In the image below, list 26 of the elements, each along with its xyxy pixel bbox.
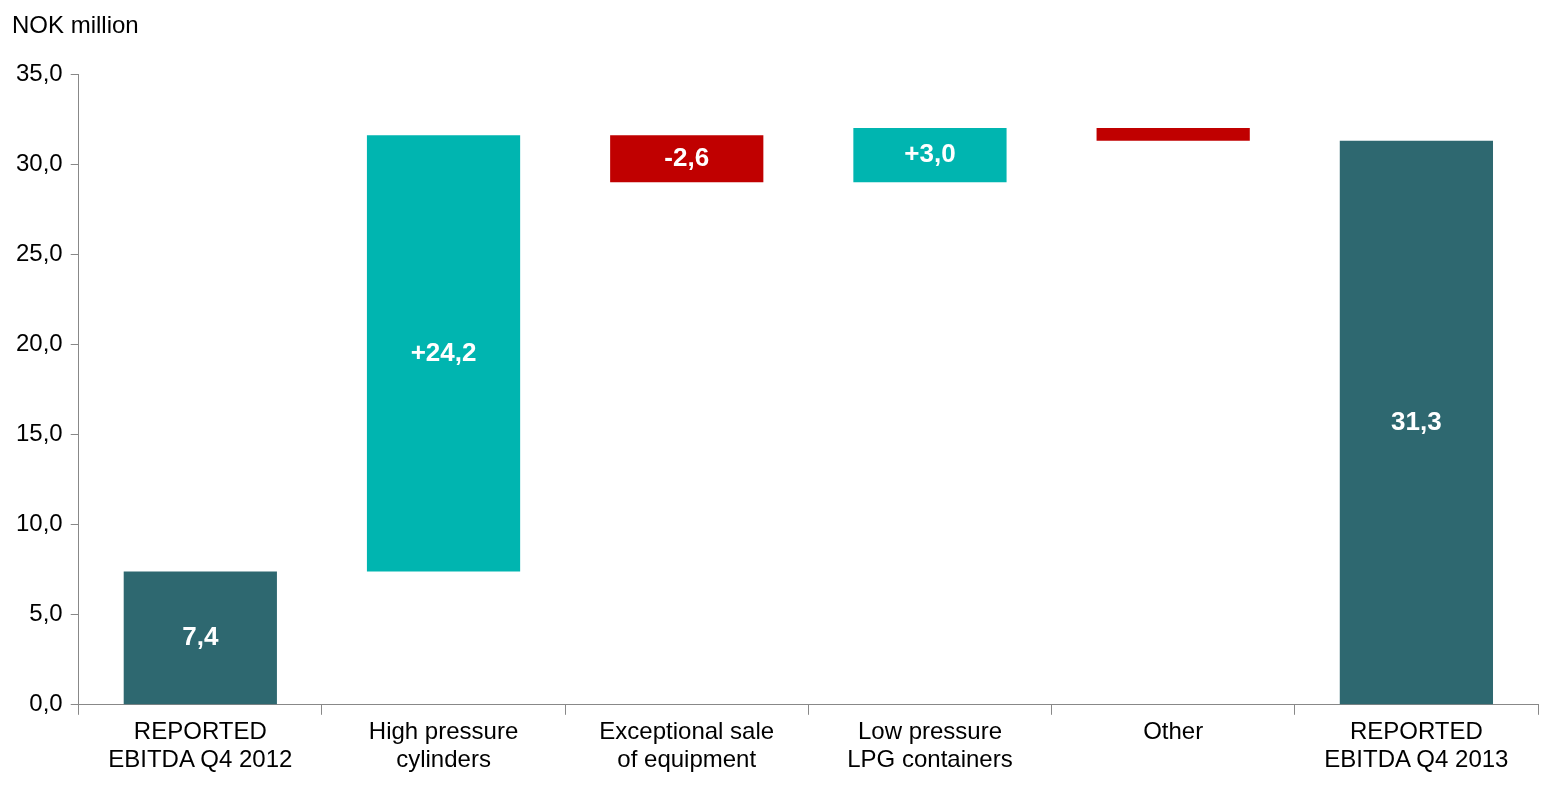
y-tick-label: 30,0 [15, 148, 63, 176]
bar [853, 128, 1007, 183]
data-label: +24,2 [410, 336, 477, 367]
y-tick-label: 35,0 [15, 58, 63, 86]
y-tick-label: 25,0 [15, 238, 63, 266]
y-tick-label: 0,0 [29, 689, 63, 717]
y-tick-label: 15,0 [15, 419, 63, 447]
data-label: -2,6 [664, 141, 710, 172]
x-tick-label: REPORTED EBITDA Q4 2012 [108, 717, 293, 772]
x-tick-label: Exceptional sale of equipment [599, 717, 775, 772]
y-tick-label: 5,0 [29, 599, 63, 627]
bar [366, 135, 521, 572]
x-tick-label: Low pressure LPG containers [847, 717, 1013, 772]
bar [1339, 140, 1494, 705]
data-label: 7,4 [182, 621, 219, 652]
bar [1096, 128, 1250, 141]
x-tick-label: Other [1143, 717, 1204, 745]
x-tick-label: REPORTED EBITDA Q4 2013 [1324, 717, 1509, 772]
data-label: 31,3 [1391, 405, 1442, 436]
bar [610, 135, 764, 183]
y-tick-label: 20,0 [15, 328, 63, 356]
data-label: +3,0 [904, 138, 956, 169]
x-tick-label: High pressure cylinders [368, 717, 519, 772]
y-axis-title: NOK million [12, 10, 139, 38]
y-tick-label: 10,0 [15, 509, 63, 537]
bar [123, 571, 277, 705]
